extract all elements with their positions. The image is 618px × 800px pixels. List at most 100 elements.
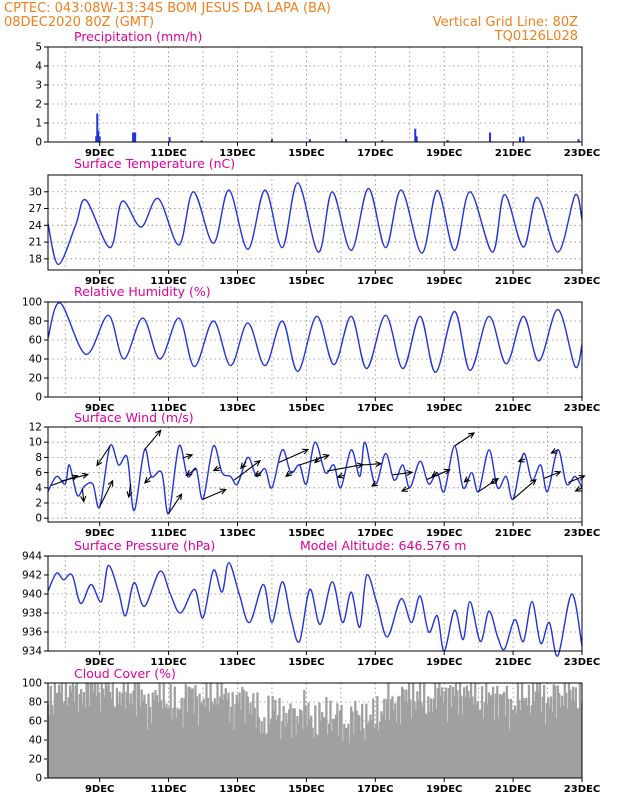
wind-title: Surface Wind (m/s): [74, 410, 194, 425]
wind-arrow: [278, 448, 310, 463]
cloud-bar: [562, 705, 565, 778]
cloud-bar: [62, 703, 65, 778]
wind-arrow: [299, 453, 330, 466]
cloud-bar: [206, 697, 210, 778]
cloud-bar: [475, 704, 478, 778]
cloud-bar: [406, 702, 409, 778]
cloud-bar: [318, 702, 321, 778]
precip-xtick-label: 17DEC: [357, 148, 393, 159]
wind-ytick-label: 4: [35, 482, 42, 494]
cloud-bar: [333, 719, 336, 778]
cloud-bar: [338, 710, 342, 778]
cloud-bar: [421, 706, 424, 778]
cloud-bar: [143, 694, 146, 778]
temp-ytick-label: 27: [29, 203, 42, 215]
cloud-bar: [308, 718, 311, 778]
cloud-bar: [453, 695, 456, 778]
precip-bar: [489, 132, 492, 142]
cloud-ytick-label: 20: [29, 754, 42, 766]
cloud-bar: [416, 691, 419, 778]
cloud-bar: [482, 718, 485, 778]
precip-xtick-label: 21DEC: [495, 148, 531, 159]
cloud-xtick-label: 23DEC: [564, 784, 600, 795]
wind-arrow: [574, 485, 583, 492]
cloud-bar: [417, 700, 420, 778]
cloud-bar: [508, 729, 511, 778]
cloud-bar: [516, 683, 520, 778]
cloud-bar: [428, 711, 431, 778]
cloud-bar: [412, 683, 415, 778]
wind-arrow: [80, 488, 87, 503]
cloud-bar: [49, 685, 52, 778]
cloud-bar: [478, 710, 481, 778]
cloud-bar: [136, 683, 139, 778]
cloud-bar: [509, 698, 513, 778]
cloud-bar: [413, 701, 416, 778]
cloud-bar: [259, 733, 262, 778]
cloud-bar: [336, 703, 339, 778]
cloud-bar: [373, 727, 376, 778]
cloud-bar: [558, 693, 561, 778]
cloud-bar: [341, 741, 345, 778]
cloud-bar: [216, 683, 219, 778]
cloud-bar: [552, 684, 555, 778]
cloud-bar: [86, 683, 90, 778]
wind-arrow: [254, 470, 262, 477]
cloud-bar: [63, 701, 66, 778]
cloud-bar: [85, 683, 88, 778]
cloud-bar: [99, 711, 102, 778]
cloud-bar: [96, 683, 99, 778]
cloud-bar: [241, 687, 244, 778]
temp-xtick-label: 17DEC: [357, 276, 393, 287]
cloud-bar: [117, 703, 120, 778]
cloud-bar: [55, 693, 58, 778]
cloud-bar: [264, 734, 267, 778]
cloud-bar: [323, 717, 327, 778]
rh-xtick-label: 9DEC: [85, 403, 114, 414]
cloud-bar: [163, 707, 167, 778]
precip-ytick-label: 4: [35, 61, 42, 73]
cloud-bar: [140, 689, 143, 778]
cloud-bar: [511, 709, 514, 778]
cloud-bar: [208, 711, 211, 778]
cloud-bar: [577, 708, 580, 778]
cloud-bar: [358, 715, 361, 778]
precip-bar: [270, 139, 273, 142]
cloud-bar: [57, 684, 61, 778]
cloud-bar: [183, 697, 186, 778]
wind-arrow: [144, 429, 162, 451]
cloud-bar: [571, 686, 575, 778]
cloud-bar: [275, 720, 278, 778]
cloud-bar: [75, 683, 79, 778]
precip-ytick-label: 0: [35, 137, 42, 149]
cloud-bar: [237, 703, 240, 778]
cloud-bar: [450, 706, 453, 778]
cloud-bar: [394, 703, 397, 778]
cloud-bar: [290, 738, 294, 778]
pressure-ytick-label: 942: [22, 570, 42, 582]
cloud-bar: [77, 712, 80, 778]
cloud-bar: [242, 689, 245, 778]
cloud-xtick-label: 11DEC: [150, 784, 186, 795]
cloud-bar: [427, 696, 430, 778]
pressure-ytick-label: 934: [22, 646, 42, 658]
cloud-bar: [500, 695, 503, 778]
pressure-xtick-label: 9DEC: [85, 657, 114, 668]
cloud-bar: [378, 721, 382, 778]
cloud-bar: [197, 725, 200, 778]
rh-line: [47, 302, 583, 374]
wind-arrow: [143, 476, 152, 484]
wind-arrow: [126, 483, 133, 499]
cloud-bar: [425, 714, 429, 778]
cloud-ytick-label: 60: [29, 716, 42, 728]
wind-arrow: [61, 472, 90, 482]
pressure-ytick-label: 944: [22, 551, 42, 563]
cloud-bar: [489, 696, 492, 778]
cloud-bar: [573, 701, 576, 778]
cloud-bar: [245, 691, 248, 778]
temp-xtick-label: 21DEC: [495, 276, 531, 287]
rh-ytick-label: 20: [29, 373, 42, 385]
cloud-panel: Cloud Cover (%) 0 20 40 60 80 100 9DEC 11DEC 13DE…: [22, 666, 600, 795]
cloud-bar: [472, 704, 475, 778]
precip-xtick-label: 23DEC: [564, 148, 600, 159]
